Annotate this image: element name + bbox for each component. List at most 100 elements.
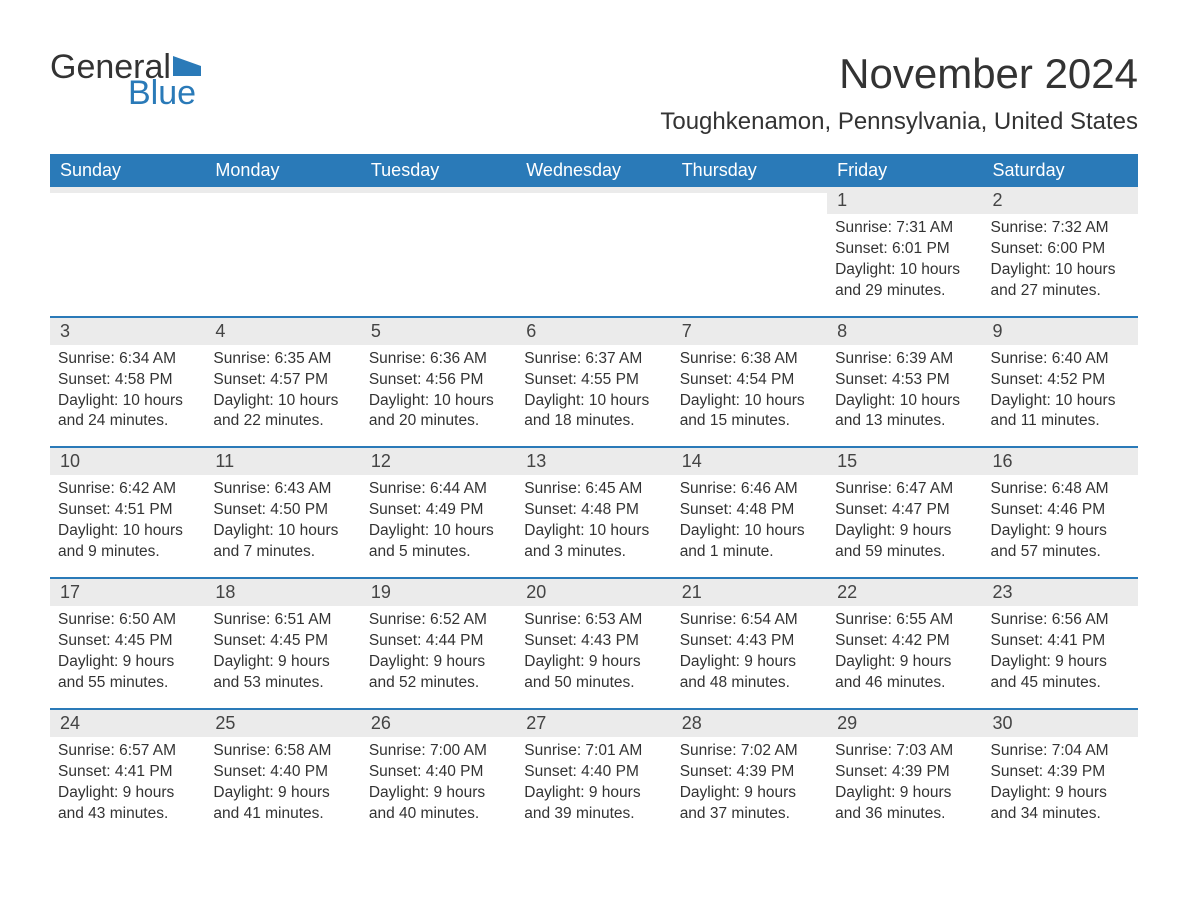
day-sunset: Sunset: 4:54 PM (680, 370, 821, 391)
day-sunset: Sunset: 4:42 PM (835, 631, 976, 652)
day-daylight2: and 34 minutes. (991, 804, 1132, 825)
day-cell: 10Sunrise: 6:42 AMSunset: 4:51 PMDayligh… (50, 448, 205, 577)
day-daylight2: and 3 minutes. (524, 542, 665, 563)
day-number: 24 (50, 710, 205, 737)
day-sunset: Sunset: 4:50 PM (213, 500, 354, 521)
day-daylight1: Daylight: 9 hours (524, 652, 665, 673)
day-number: 27 (516, 710, 671, 737)
day-daylight1: Daylight: 10 hours (991, 260, 1132, 281)
day-daylight1: Daylight: 10 hours (369, 391, 510, 412)
day-number: 26 (361, 710, 516, 737)
day-daylight1: Daylight: 9 hours (835, 783, 976, 804)
day-number: 13 (516, 448, 671, 475)
day-body: Sunrise: 6:39 AMSunset: 4:53 PMDaylight:… (827, 345, 982, 433)
day-sunset: Sunset: 4:41 PM (991, 631, 1132, 652)
day-daylight1: Daylight: 10 hours (369, 521, 510, 542)
day-sunset: Sunset: 4:40 PM (369, 762, 510, 783)
dayhead-friday: Friday (827, 154, 982, 187)
day-daylight2: and 48 minutes. (680, 673, 821, 694)
day-cell: 8Sunrise: 6:39 AMSunset: 4:53 PMDaylight… (827, 318, 982, 447)
day-cell: 7Sunrise: 6:38 AMSunset: 4:54 PMDaylight… (672, 318, 827, 447)
day-body: Sunrise: 6:50 AMSunset: 4:45 PMDaylight:… (50, 606, 205, 694)
day-daylight2: and 20 minutes. (369, 411, 510, 432)
day-daylight2: and 7 minutes. (213, 542, 354, 563)
day-daylight2: and 5 minutes. (369, 542, 510, 563)
day-cell (50, 187, 205, 316)
day-daylight1: Daylight: 9 hours (213, 783, 354, 804)
day-sunrise: Sunrise: 6:52 AM (369, 610, 510, 631)
day-sunset: Sunset: 4:40 PM (213, 762, 354, 783)
day-sunrise: Sunrise: 7:01 AM (524, 741, 665, 762)
dayhead-thursday: Thursday (672, 154, 827, 187)
day-daylight2: and 59 minutes. (835, 542, 976, 563)
day-body: Sunrise: 6:44 AMSunset: 4:49 PMDaylight:… (361, 475, 516, 563)
day-daylight2: and 15 minutes. (680, 411, 821, 432)
day-cell: 28Sunrise: 7:02 AMSunset: 4:39 PMDayligh… (672, 710, 827, 839)
day-daylight1: Daylight: 10 hours (58, 521, 199, 542)
day-daylight1: Daylight: 9 hours (991, 783, 1132, 804)
day-sunrise: Sunrise: 6:45 AM (524, 479, 665, 500)
day-daylight1: Daylight: 10 hours (991, 391, 1132, 412)
day-daylight1: Daylight: 10 hours (58, 391, 199, 412)
day-body: Sunrise: 6:36 AMSunset: 4:56 PMDaylight:… (361, 345, 516, 433)
day-daylight1: Daylight: 10 hours (524, 391, 665, 412)
day-number: 17 (50, 579, 205, 606)
day-cell: 15Sunrise: 6:47 AMSunset: 4:47 PMDayligh… (827, 448, 982, 577)
day-cell: 18Sunrise: 6:51 AMSunset: 4:45 PMDayligh… (205, 579, 360, 708)
day-sunrise: Sunrise: 6:51 AM (213, 610, 354, 631)
day-body: Sunrise: 6:38 AMSunset: 4:54 PMDaylight:… (672, 345, 827, 433)
day-number: 28 (672, 710, 827, 737)
day-body: Sunrise: 6:51 AMSunset: 4:45 PMDaylight:… (205, 606, 360, 694)
day-number: 30 (983, 710, 1138, 737)
day-body: Sunrise: 6:40 AMSunset: 4:52 PMDaylight:… (983, 345, 1138, 433)
day-daylight2: and 36 minutes. (835, 804, 976, 825)
day-body: Sunrise: 6:42 AMSunset: 4:51 PMDaylight:… (50, 475, 205, 563)
day-body: Sunrise: 7:32 AMSunset: 6:00 PMDaylight:… (983, 214, 1138, 302)
day-cell: 1Sunrise: 7:31 AMSunset: 6:01 PMDaylight… (827, 187, 982, 316)
day-sunrise: Sunrise: 7:02 AM (680, 741, 821, 762)
weeks-container: 1Sunrise: 7:31 AMSunset: 6:01 PMDaylight… (50, 187, 1138, 838)
day-sunrise: Sunrise: 6:37 AM (524, 349, 665, 370)
day-sunset: Sunset: 4:39 PM (680, 762, 821, 783)
day-body: Sunrise: 6:35 AMSunset: 4:57 PMDaylight:… (205, 345, 360, 433)
day-sunset: Sunset: 4:58 PM (58, 370, 199, 391)
day-number: 14 (672, 448, 827, 475)
day-cell: 13Sunrise: 6:45 AMSunset: 4:48 PMDayligh… (516, 448, 671, 577)
day-sunset: Sunset: 4:45 PM (58, 631, 199, 652)
day-sunset: Sunset: 4:52 PM (991, 370, 1132, 391)
day-number: 25 (205, 710, 360, 737)
day-daylight2: and 57 minutes. (991, 542, 1132, 563)
day-cell: 14Sunrise: 6:46 AMSunset: 4:48 PMDayligh… (672, 448, 827, 577)
day-daylight1: Daylight: 9 hours (58, 652, 199, 673)
day-cell: 11Sunrise: 6:43 AMSunset: 4:50 PMDayligh… (205, 448, 360, 577)
day-body: Sunrise: 6:53 AMSunset: 4:43 PMDaylight:… (516, 606, 671, 694)
dayhead-saturday: Saturday (983, 154, 1138, 187)
day-sunrise: Sunrise: 6:48 AM (991, 479, 1132, 500)
day-daylight1: Daylight: 10 hours (213, 391, 354, 412)
day-body: Sunrise: 6:55 AMSunset: 4:42 PMDaylight:… (827, 606, 982, 694)
day-number: 23 (983, 579, 1138, 606)
dayhead-monday: Monday (205, 154, 360, 187)
dayhead-wednesday: Wednesday (516, 154, 671, 187)
day-body: Sunrise: 6:57 AMSunset: 4:41 PMDaylight:… (50, 737, 205, 825)
day-sunrise: Sunrise: 6:34 AM (58, 349, 199, 370)
day-daylight2: and 45 minutes. (991, 673, 1132, 694)
day-sunrise: Sunrise: 6:54 AM (680, 610, 821, 631)
week-row: 3Sunrise: 6:34 AMSunset: 4:58 PMDaylight… (50, 316, 1138, 447)
day-daylight1: Daylight: 9 hours (991, 521, 1132, 542)
day-sunrise: Sunrise: 6:53 AM (524, 610, 665, 631)
day-daylight2: and 46 minutes. (835, 673, 976, 694)
day-body: Sunrise: 6:43 AMSunset: 4:50 PMDaylight:… (205, 475, 360, 563)
day-daylight1: Daylight: 10 hours (680, 391, 821, 412)
day-daylight2: and 9 minutes. (58, 542, 199, 563)
day-cell: 26Sunrise: 7:00 AMSunset: 4:40 PMDayligh… (361, 710, 516, 839)
day-sunset: Sunset: 4:40 PM (524, 762, 665, 783)
day-daylight1: Daylight: 9 hours (991, 652, 1132, 673)
day-cell: 20Sunrise: 6:53 AMSunset: 4:43 PMDayligh… (516, 579, 671, 708)
day-number: 3 (50, 318, 205, 345)
day-daylight1: Daylight: 10 hours (835, 260, 976, 281)
day-daylight1: Daylight: 10 hours (835, 391, 976, 412)
dayhead-tuesday: Tuesday (361, 154, 516, 187)
day-body: Sunrise: 7:02 AMSunset: 4:39 PMDaylight:… (672, 737, 827, 825)
day-sunrise: Sunrise: 6:40 AM (991, 349, 1132, 370)
